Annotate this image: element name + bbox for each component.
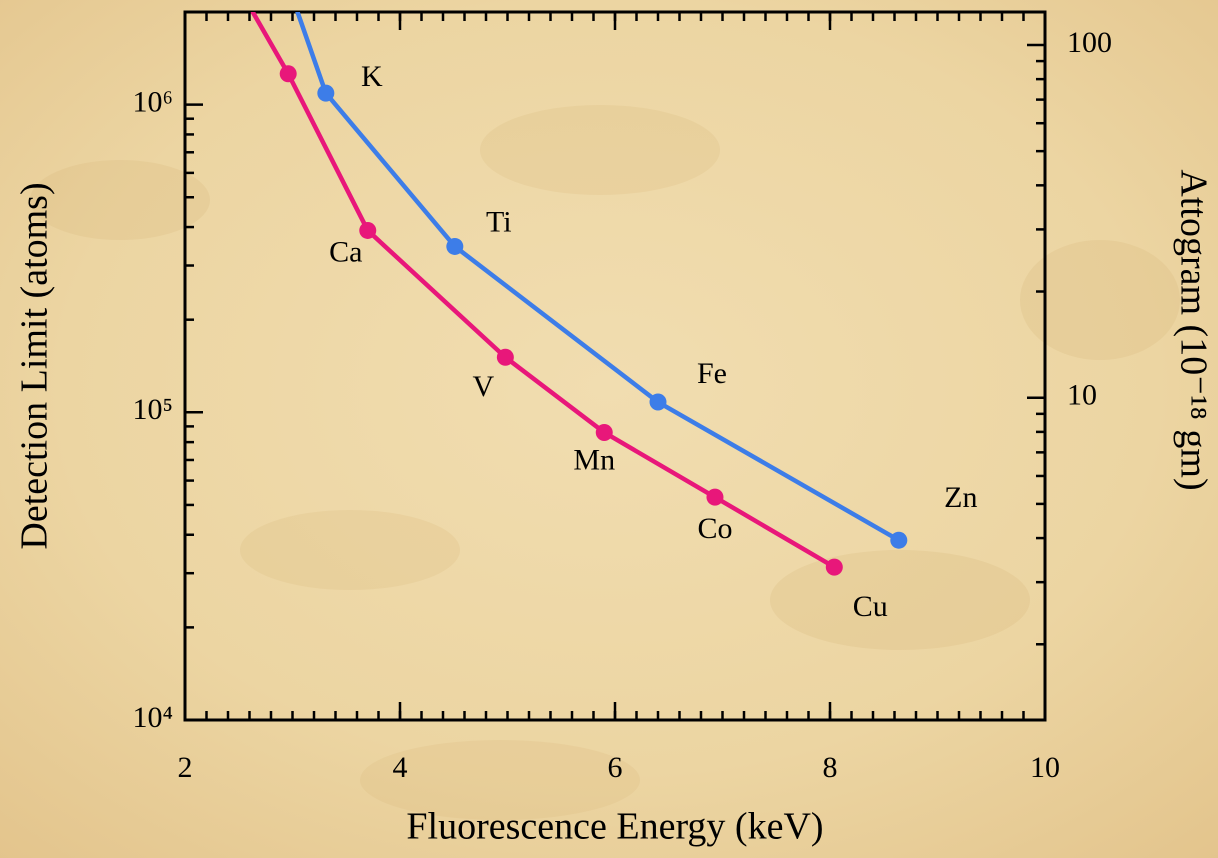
point-label: K (361, 60, 383, 93)
point-label: Mn (573, 443, 615, 476)
y-tick-label: 10⁶ (133, 86, 173, 119)
data-point (496, 348, 514, 366)
y2-tick-label: 100 (1067, 26, 1112, 59)
texture (30, 105, 1180, 820)
point-label: Ti (486, 205, 512, 238)
y2-axis-title: Attogram (10⁻¹⁸ gm) (1172, 169, 1214, 490)
point-label: Cu (853, 590, 888, 623)
x-tick-label: 6 (608, 751, 623, 784)
data-point (706, 488, 724, 506)
point-label: Co (697, 512, 732, 545)
data-point (317, 84, 335, 102)
data-point (446, 237, 464, 255)
x-axis-title: Fluorescence Energy (keV) (406, 806, 823, 848)
x-tick-label: 10 (1030, 751, 1060, 784)
data-point (359, 221, 377, 239)
data-point (890, 531, 908, 549)
plot-area (250, 12, 908, 576)
y-tick-label: 10⁴ (133, 701, 173, 734)
x-tick-label: 8 (823, 751, 838, 784)
data-point (279, 65, 297, 83)
y-tick-label: 10⁵ (133, 393, 173, 426)
point-label: Zn (944, 481, 977, 514)
data-point (595, 423, 613, 441)
point-label: Ca (329, 235, 362, 268)
x-tick-label: 2 (178, 751, 193, 784)
data-point (649, 393, 667, 411)
y2-tick-label: 10 (1067, 379, 1097, 412)
data-point (825, 558, 843, 576)
x-tick-label: 4 (393, 751, 408, 784)
point-label: Fe (697, 357, 727, 390)
point-label: V (473, 370, 495, 403)
y-axis-title: Detection Limit (atoms) (14, 182, 56, 549)
